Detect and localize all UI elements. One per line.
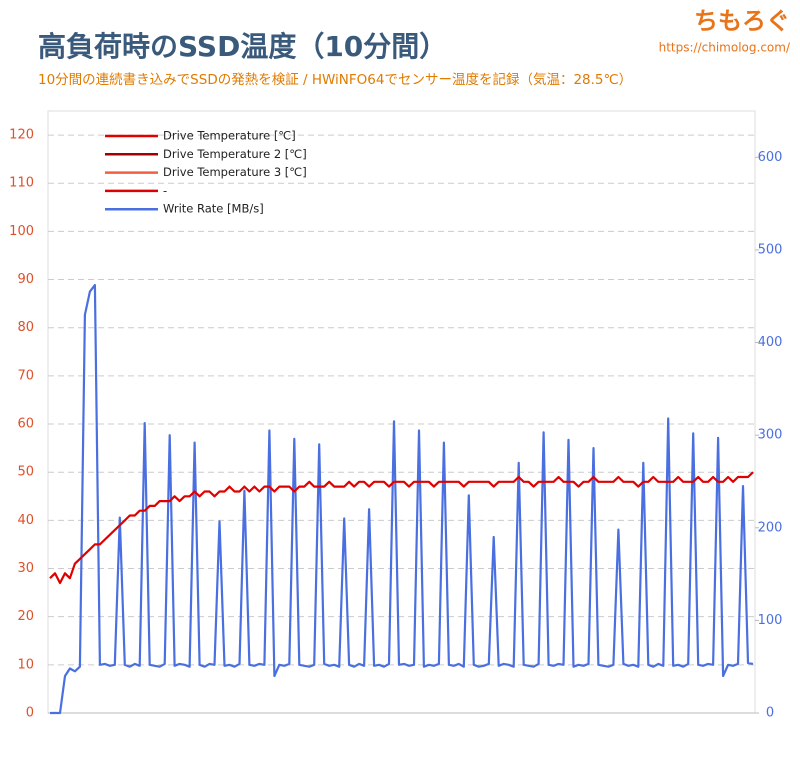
y-tick-label: 30 [17, 561, 34, 576]
y-tick-label: 40 [17, 513, 34, 528]
y-tick-label: 90 [17, 272, 34, 287]
y-tick-label: 10 [17, 657, 34, 672]
legend-label: Drive Temperature 3 [℃] [163, 165, 307, 179]
legend-label: Drive Temperature 2 [℃] [163, 147, 307, 161]
y-tick-label: 50 [17, 465, 34, 480]
y-tick-label: 120 [9, 128, 34, 143]
y2-tick-label: 200 [758, 520, 783, 535]
plot-frame [47, 110, 756, 714]
legend-label: - [163, 183, 167, 197]
logo-url: https://chimolog.com/ [659, 41, 791, 55]
chart-title: 高負荷時のSSD温度（10分間） [38, 30, 447, 63]
legend-label: Write Rate [MB/s] [163, 202, 264, 216]
y2-tick-label: 0 [766, 706, 774, 721]
y2-tick-label: 600 [758, 150, 783, 165]
y-tick-label: 60 [17, 417, 34, 432]
y-tick-label: 20 [17, 609, 34, 624]
series-line [50, 284, 754, 715]
legend-label: Drive Temperature [℃] [163, 129, 296, 143]
y2-tick-label: 500 [758, 242, 783, 257]
chart-subtitle: 10分間の連続書き込みでSSDの発熱を検証 / HWiNFO64でセンサー温度を… [38, 71, 632, 88]
y-tick-label: 70 [17, 368, 34, 383]
y-tick-label: 80 [17, 320, 34, 335]
logo: ちもろぐ [694, 7, 790, 35]
y2-tick-label: 100 [758, 613, 783, 628]
y2-tick-label: 300 [758, 428, 783, 443]
y-tick-label: 0 [26, 706, 34, 721]
y2-tick-label: 400 [758, 335, 783, 350]
y-tick-label: 110 [9, 176, 34, 191]
y-tick-label: 100 [9, 224, 34, 239]
series-line [49, 471, 754, 585]
